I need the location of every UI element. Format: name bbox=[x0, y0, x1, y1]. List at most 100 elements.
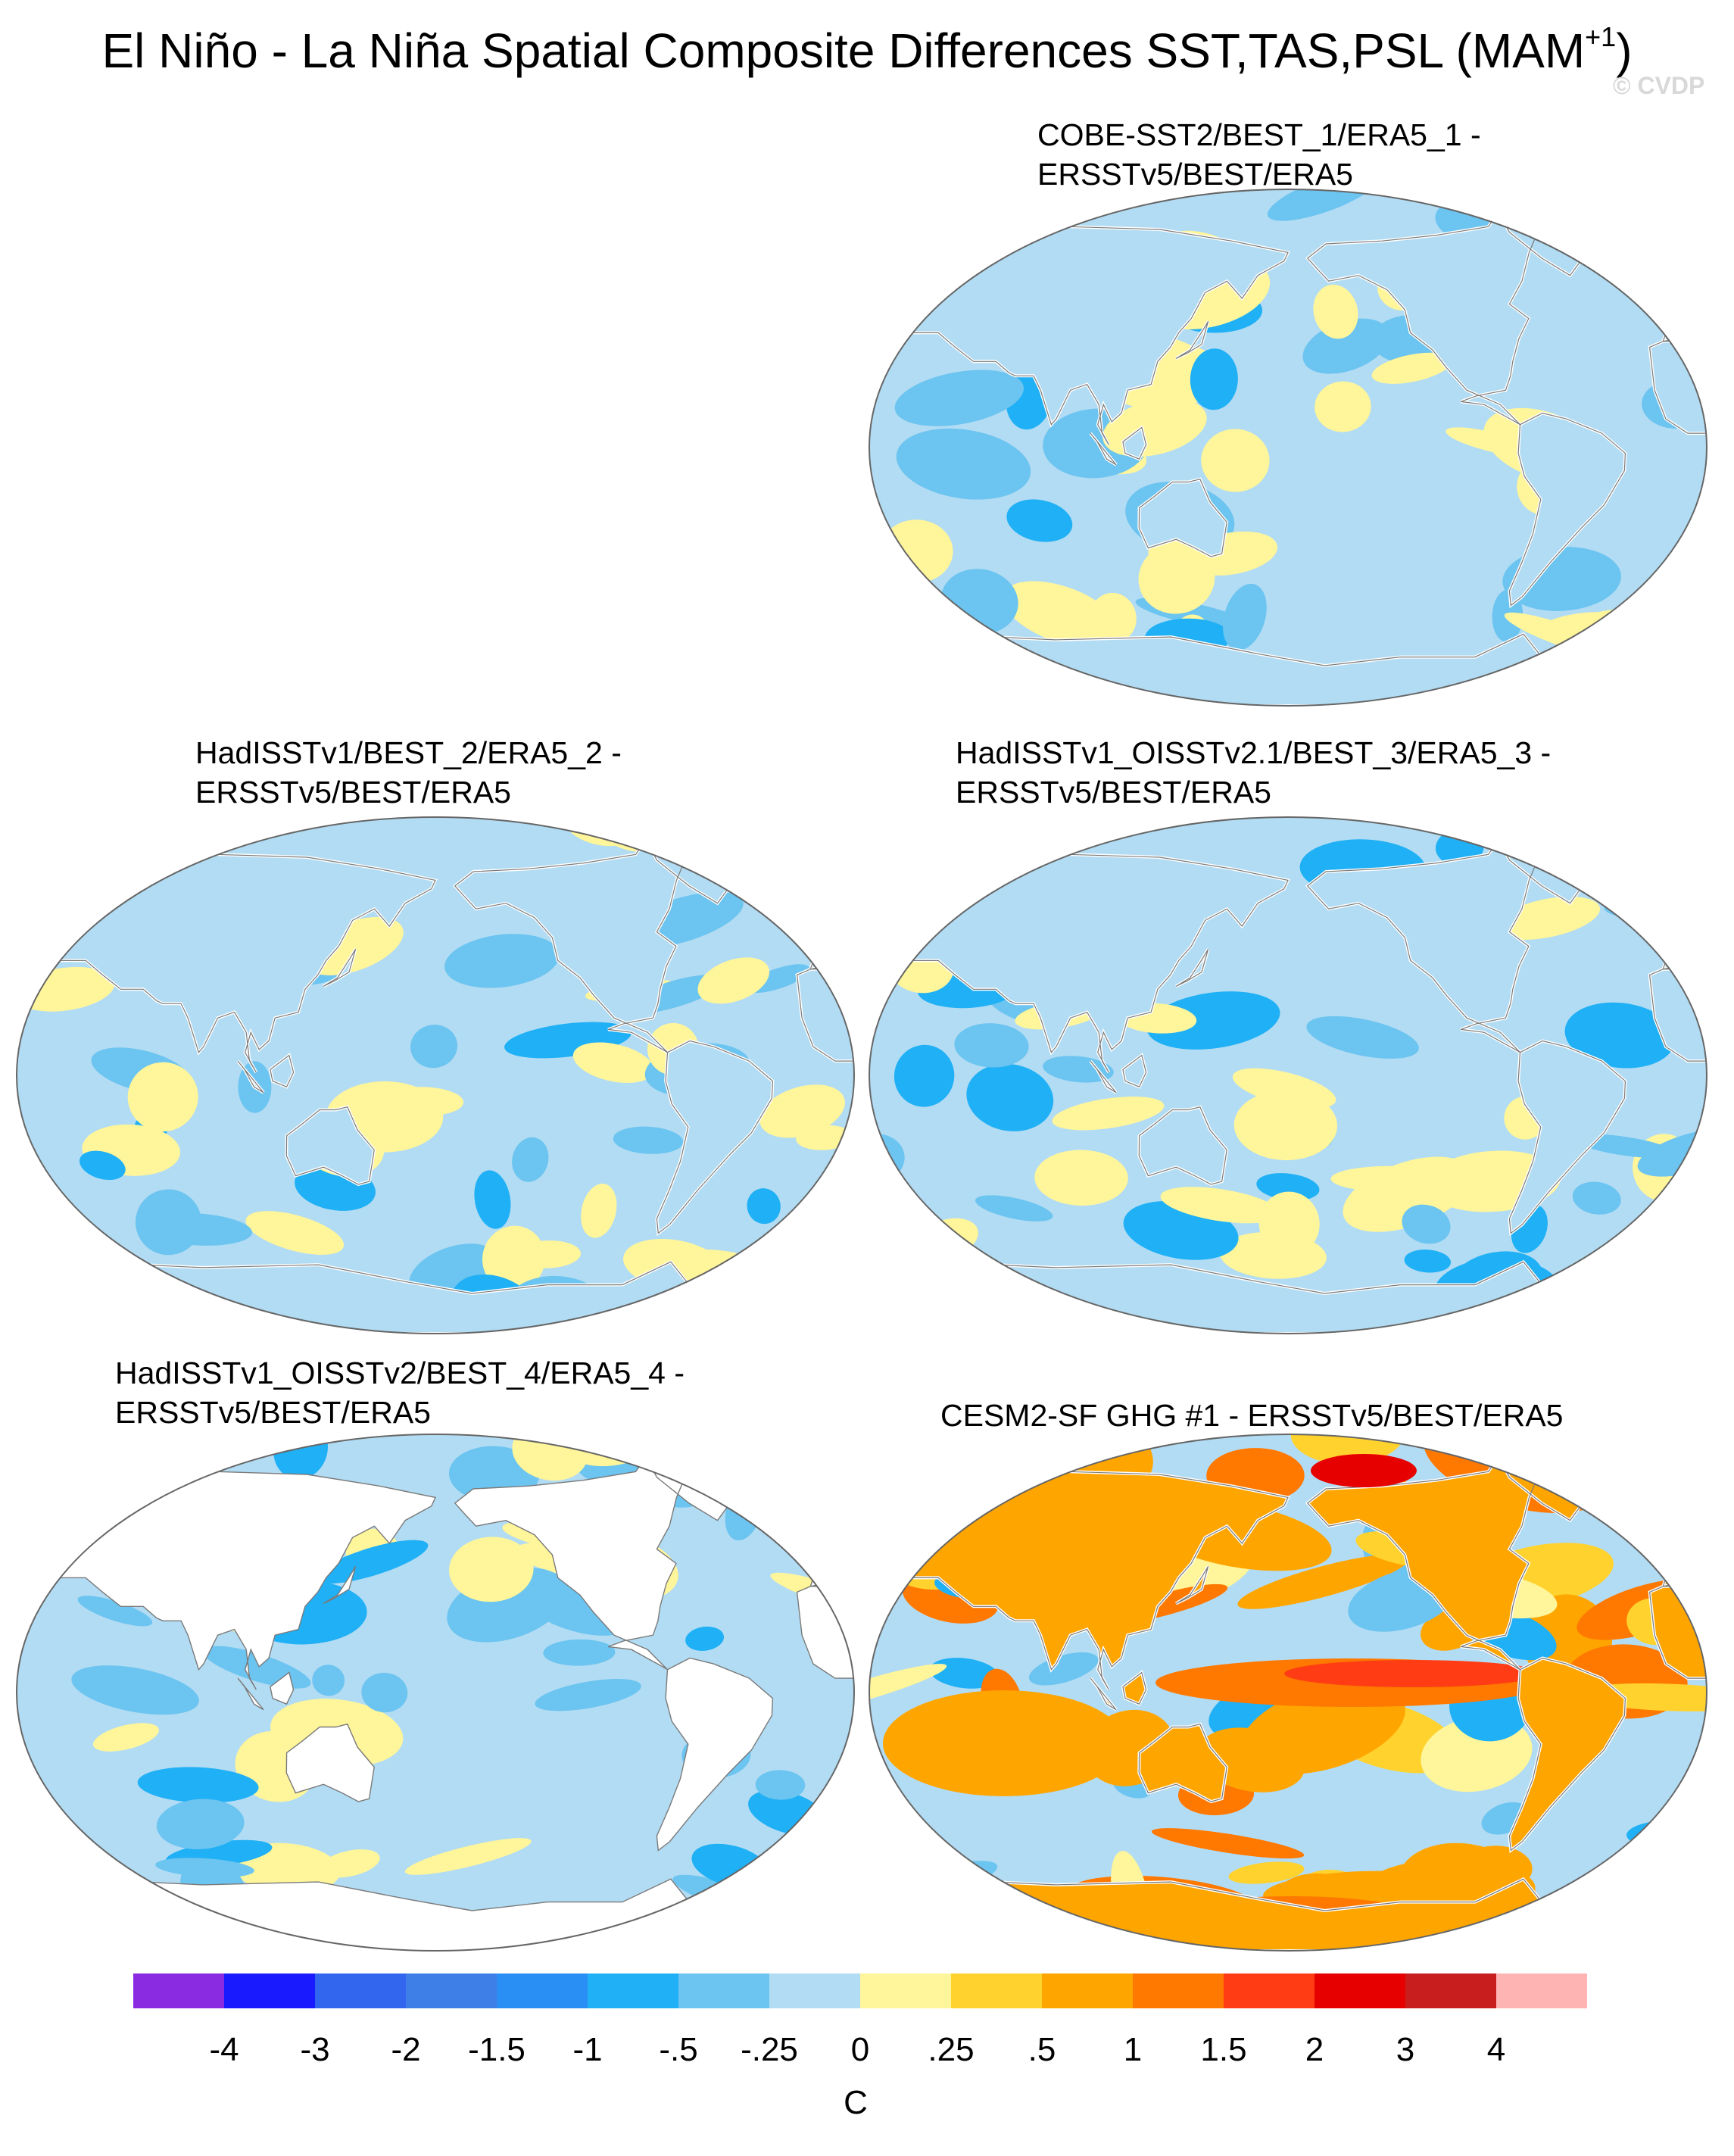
landmass bbox=[792, 903, 806, 933]
anomaly-blob bbox=[1402, 1204, 1451, 1244]
colorbar-tick-label: 3 bbox=[1396, 2031, 1415, 2068]
anomaly-blob bbox=[1256, 1173, 1320, 1201]
anomaly-blob bbox=[869, 1901, 925, 1949]
coastline bbox=[796, 969, 854, 1174]
panel-4-title: HadISSTv1_OISSTv2/BEST_4/ERA5_4 - ERSSTv5… bbox=[115, 1356, 685, 1430]
landmass bbox=[454, 1457, 689, 1670]
landmass bbox=[286, 1724, 375, 1802]
anomaly-blob bbox=[1151, 1828, 1305, 1859]
map-border bbox=[16, 1434, 855, 1952]
anomaly-blob bbox=[1311, 1454, 1417, 1487]
anomaly-blob bbox=[1222, 583, 1267, 651]
anomaly-blob bbox=[17, 1474, 95, 1511]
anomaly-blob bbox=[1237, 1554, 1409, 1609]
anomaly-blob bbox=[581, 1184, 617, 1238]
colorbar-tick-label: -.5 bbox=[659, 2031, 698, 2068]
coastline bbox=[237, 1060, 264, 1094]
anomaly-blob bbox=[71, 1665, 199, 1715]
anomaly-blob bbox=[474, 1170, 511, 1229]
colorbar-tick-label: -1 bbox=[572, 2031, 603, 2068]
map-panel-1 bbox=[868, 188, 1708, 707]
colorbar-tick-label: 0 bbox=[850, 2031, 870, 2068]
anomaly-blob bbox=[1564, 1002, 1676, 1069]
colorbar-tick-label: .25 bbox=[928, 2031, 975, 2068]
coastline bbox=[1508, 1657, 1626, 1852]
anomaly-blob bbox=[666, 1302, 703, 1334]
map-border bbox=[869, 816, 1707, 1334]
anomaly-blob bbox=[700, 817, 802, 853]
anomaly-blob bbox=[1572, 1181, 1621, 1215]
colorbar-tick-label: 4 bbox=[1486, 2031, 1506, 2068]
coastline bbox=[270, 1054, 295, 1087]
anomaly-blob bbox=[613, 1126, 684, 1154]
anomaly-blob bbox=[794, 833, 854, 854]
anomaly-blob bbox=[754, 1457, 854, 1496]
colorbar-swatch bbox=[588, 1973, 679, 2008]
anomaly-blob bbox=[1043, 1056, 1114, 1083]
anomaly-blob bbox=[1090, 592, 1137, 643]
coastline bbox=[934, 1261, 1707, 1334]
map-border bbox=[16, 816, 855, 1334]
anomaly-blob bbox=[1034, 1150, 1128, 1206]
anomaly-blob bbox=[747, 1188, 781, 1225]
anomaly-blob bbox=[137, 1767, 259, 1803]
coastline bbox=[1122, 426, 1147, 460]
anomaly-blob bbox=[1028, 1652, 1099, 1686]
map-panel-4 bbox=[15, 1433, 856, 1952]
anomaly-blob bbox=[1160, 1187, 1280, 1224]
anomaly-blob bbox=[1404, 1250, 1451, 1273]
colorbar-tick-label: -3 bbox=[300, 2031, 330, 2068]
anomaly-blob bbox=[572, 1042, 654, 1083]
anomaly-blob bbox=[1290, 1434, 1405, 1465]
anomaly-blob bbox=[273, 1434, 329, 1480]
anomaly-blob bbox=[1233, 1090, 1338, 1161]
colorbar-swatch bbox=[1042, 1973, 1134, 2008]
colorbar-tick-label: -.25 bbox=[741, 2031, 798, 2068]
colorbar-tick-label: .5 bbox=[1028, 2031, 1056, 2068]
anomaly-blob bbox=[869, 1443, 1000, 1524]
colorbar-swatch bbox=[1496, 1973, 1588, 2008]
coastline bbox=[1646, 279, 1658, 304]
anomaly-blob bbox=[755, 834, 812, 877]
anomaly-blob bbox=[1371, 352, 1452, 384]
anomaly-blob bbox=[1643, 817, 1707, 844]
colorbar-swatch bbox=[951, 1973, 1043, 2008]
colorbar-swatch bbox=[497, 1973, 588, 2008]
coastline bbox=[1648, 341, 1707, 546]
colorbar-swatch bbox=[860, 1973, 952, 2008]
anomaly-blob bbox=[1315, 381, 1371, 432]
map-panel-3 bbox=[868, 816, 1708, 1335]
anomaly-blob bbox=[929, 1658, 1000, 1689]
landmass bbox=[1645, 903, 1659, 933]
coastline bbox=[894, 1468, 1289, 1690]
coastline bbox=[41, 1468, 437, 1690]
anomaly-blob bbox=[1654, 1459, 1707, 1541]
anomaly-blob bbox=[869, 666, 984, 706]
landmass bbox=[656, 1658, 773, 1851]
anomaly-blob bbox=[954, 1023, 1029, 1068]
anomaly-blob bbox=[975, 1287, 1048, 1319]
anomaly-blob bbox=[869, 1875, 947, 1951]
anomaly-blob bbox=[1228, 1861, 1305, 1884]
colorbar-swatch bbox=[1405, 1973, 1497, 2008]
anomaly-blob bbox=[1146, 991, 1280, 1050]
anomaly-blob bbox=[92, 1723, 159, 1752]
anomaly-blob bbox=[869, 1908, 923, 1951]
anomaly-blob bbox=[720, 1301, 775, 1334]
anomaly-blob bbox=[1313, 284, 1358, 339]
coastline bbox=[1090, 432, 1117, 466]
landmass bbox=[1645, 276, 1659, 305]
anomaly-blob bbox=[410, 1025, 458, 1069]
panel-3-title: HadISSTv1_OISSTv2.1/BEST_3/ERA5_3 - ERSST… bbox=[956, 735, 1552, 810]
anomaly-blob bbox=[1052, 1097, 1165, 1131]
colorbar-tick-label: -1.5 bbox=[468, 2031, 526, 2068]
coastline bbox=[1090, 1677, 1117, 1711]
anomaly-blob bbox=[512, 1137, 549, 1182]
map-border bbox=[869, 189, 1707, 707]
landmass bbox=[42, 1468, 436, 1690]
panel-2-title: HadISSTv1/BEST_2/ERA5_2 - ERSSTv5/BEST/ER… bbox=[195, 735, 622, 810]
anomaly-blob bbox=[444, 934, 560, 988]
coastline bbox=[285, 1723, 375, 1802]
anomaly-blob bbox=[361, 1672, 408, 1713]
coastline bbox=[1508, 1040, 1626, 1234]
